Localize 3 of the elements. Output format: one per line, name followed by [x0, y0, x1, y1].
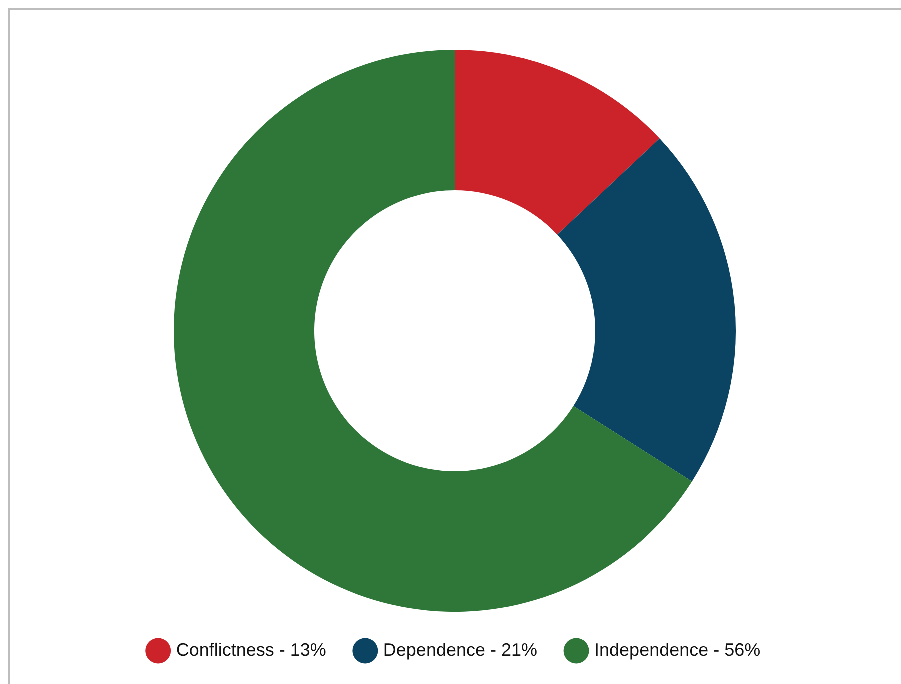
legend-label: Independence - 56% [594, 640, 761, 660]
legend-label: Conflictness - 13% [176, 640, 326, 660]
legend-label: Dependence - 21% [383, 640, 538, 660]
